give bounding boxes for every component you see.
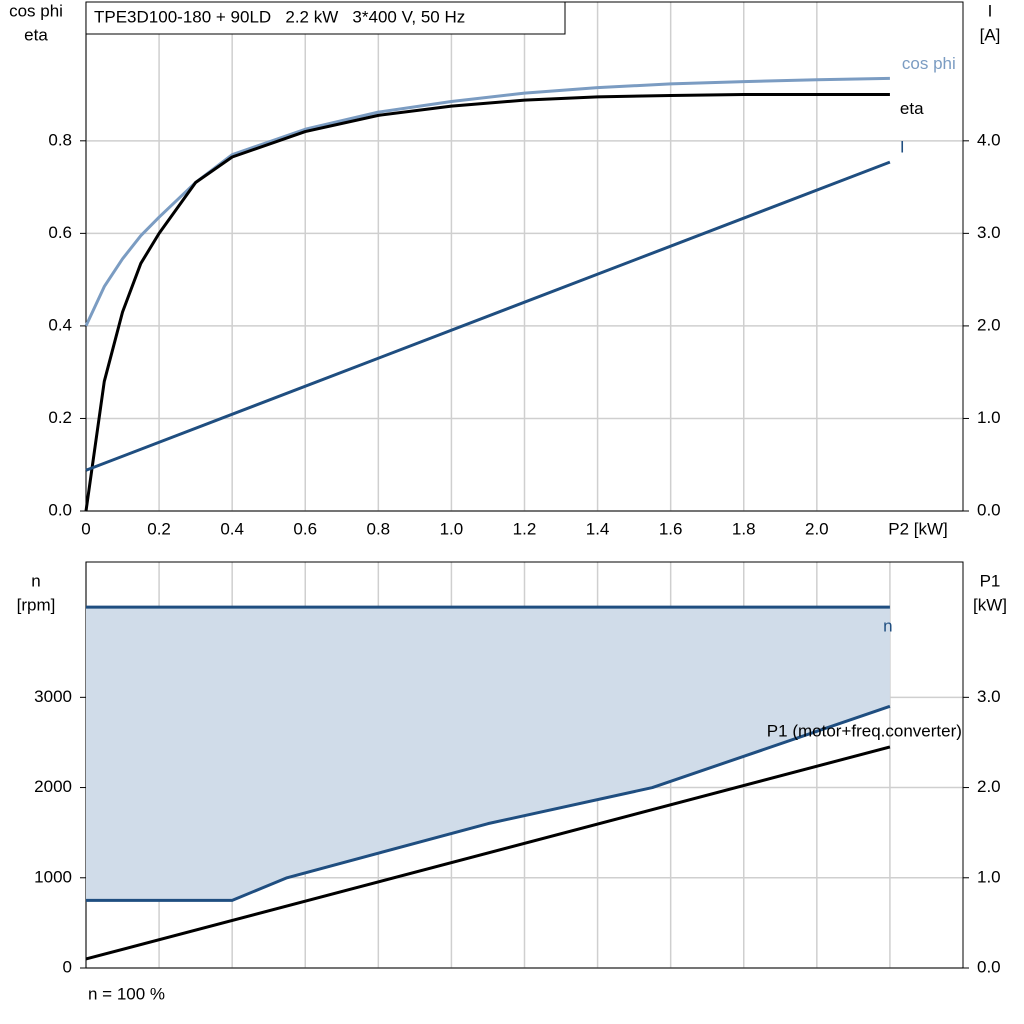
y2-tick-label: 0.0 <box>977 957 1001 976</box>
y-tick-label: 1000 <box>34 867 72 886</box>
series-label: I <box>900 138 905 157</box>
y2-axis-label: [A] <box>980 25 1001 44</box>
y2-tick-label: 0.0 <box>977 500 1001 519</box>
range-area <box>86 607 890 901</box>
y-tick-label: 0.8 <box>48 130 72 149</box>
y-tick-label: 0.6 <box>48 223 72 242</box>
series-line <box>84 93 890 512</box>
series-label: P1 (motor+freq.converter) <box>767 721 962 740</box>
y-axis-label: cos phi <box>9 1 63 20</box>
x-tick-label: 0.8 <box>367 519 391 538</box>
series-line <box>84 76 890 327</box>
y-tick-label: 2000 <box>34 777 72 796</box>
y2-tick-label: 2.0 <box>977 315 1001 334</box>
y-tick-label: 0.0 <box>48 500 72 519</box>
x-tick-label: 1.6 <box>659 519 683 538</box>
y2-axis-label: P1 <box>980 571 1001 590</box>
x-tick-label: 1.4 <box>586 519 610 538</box>
title-box <box>85 1 566 35</box>
x-tick-label: 1.8 <box>732 519 756 538</box>
y2-axis-label: I <box>988 1 993 20</box>
y2-tick-label: 3.0 <box>977 223 1001 242</box>
x-tick-label: 1.2 <box>513 519 537 538</box>
footer-note: n = 100 % <box>88 984 165 1003</box>
y-tick-label: 0.2 <box>48 408 72 427</box>
y2-tick-label: 1.0 <box>977 867 1001 886</box>
x-tick-label: 0.6 <box>293 519 317 538</box>
y-axis-label: eta <box>24 25 48 44</box>
y2-tick-label: 1.0 <box>977 408 1001 427</box>
series-label: eta <box>900 99 924 118</box>
series-label: n <box>883 617 892 636</box>
y-axis-label: n <box>31 571 40 590</box>
y2-tick-label: 3.0 <box>977 687 1001 706</box>
y2-tick-label: 2.0 <box>977 777 1001 796</box>
y2-axis-label: [kW] <box>973 595 1007 614</box>
x-axis-label: P2 [kW] <box>888 519 948 538</box>
y-tick-label: 0 <box>63 957 72 976</box>
series-line <box>85 745 891 961</box>
y-axis-label: [rpm] <box>17 595 56 614</box>
x-tick-label: 2.0 <box>805 519 829 538</box>
chart-title: TPE3D100-180 + 90LD 2.2 kW 3*400 V, 50 H… <box>94 7 465 26</box>
y-tick-label: 0.4 <box>48 315 72 334</box>
series-line <box>86 704 891 902</box>
x-tick-label: 0.2 <box>147 519 171 538</box>
series-label: cos phi <box>902 54 956 73</box>
y-tick-label: 3000 <box>34 687 72 706</box>
y2-tick-label: 4.0 <box>977 130 1001 149</box>
x-tick-label: 0.4 <box>220 519 244 538</box>
x-tick-label: 1.0 <box>440 519 464 538</box>
series-line <box>85 160 891 472</box>
x-tick-label: 0 <box>81 519 90 538</box>
